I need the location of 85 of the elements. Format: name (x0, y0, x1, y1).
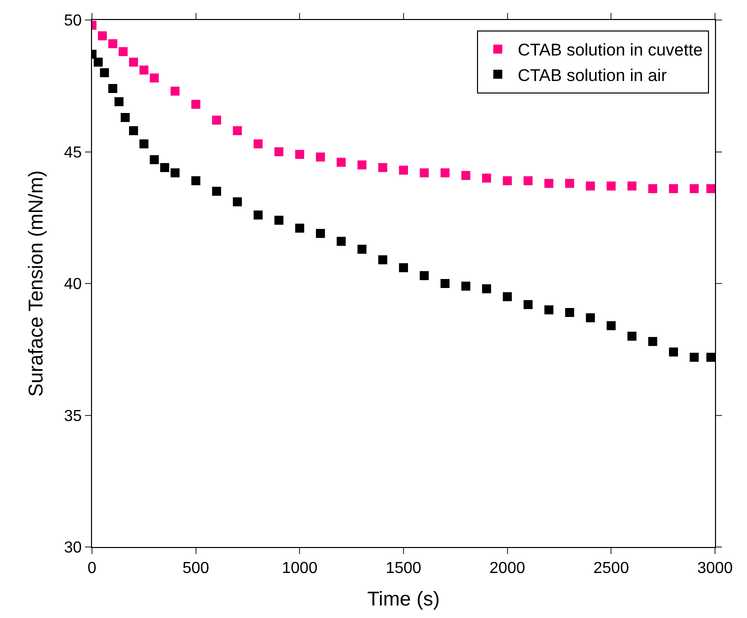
point (565, 308, 574, 317)
y-tick-label: 30 (64, 540, 82, 557)
point (378, 163, 388, 172)
point (191, 100, 200, 109)
point (254, 139, 263, 148)
point (336, 236, 346, 246)
point (544, 178, 554, 188)
x-tick-label: 500 (182, 560, 210, 578)
point (94, 58, 103, 67)
point (378, 255, 388, 264)
y-axis-title: Suraface Tension (mN/m) (26, 170, 48, 397)
point (706, 352, 715, 362)
point (357, 160, 366, 170)
point (336, 158, 346, 167)
x-tick-label: 2500 (593, 560, 630, 578)
y-tick-label: 45 (64, 144, 82, 162)
point (399, 263, 408, 272)
point (108, 84, 118, 94)
point (502, 292, 512, 302)
point (544, 305, 554, 314)
point (150, 73, 159, 82)
point (316, 228, 325, 238)
point (648, 184, 658, 194)
point (357, 244, 366, 254)
point (586, 182, 595, 190)
point (706, 184, 715, 194)
point (118, 47, 128, 56)
legend-label: CTAB solution in air (518, 66, 668, 85)
point (627, 332, 636, 341)
y-tick-label: 35 (64, 408, 82, 425)
point (440, 279, 450, 288)
point (690, 184, 699, 194)
point (274, 216, 284, 225)
point (129, 58, 138, 67)
point (170, 86, 180, 96)
y-tick-label: 40 (64, 276, 82, 294)
point (212, 186, 222, 196)
point (170, 168, 180, 178)
x-tick-label: 1500 (386, 560, 422, 578)
point (668, 348, 678, 357)
point (524, 300, 533, 310)
point (295, 150, 304, 159)
x-tick-label: 0 (88, 560, 97, 578)
point (139, 66, 148, 75)
point (160, 163, 170, 172)
point (482, 284, 492, 294)
point (232, 197, 242, 206)
x-axis-title: Time (s) (367, 588, 440, 611)
point (114, 97, 124, 106)
x-tick-label: 1000 (282, 560, 318, 578)
point (606, 321, 616, 330)
point (274, 147, 284, 156)
point (139, 139, 148, 148)
x-tick-label: 2000 (490, 560, 526, 578)
point (586, 313, 595, 322)
point (295, 224, 304, 233)
point (482, 174, 492, 183)
point (420, 271, 429, 280)
legend-label: CTAB solution in cuvette (518, 40, 703, 60)
point (690, 352, 699, 362)
point (98, 31, 107, 40)
point (212, 116, 222, 125)
point (120, 113, 130, 122)
x-tick-label: 3000 (697, 560, 733, 578)
point (316, 152, 325, 162)
point (399, 166, 408, 175)
point (648, 336, 658, 346)
y-tick-label: 50 (64, 12, 82, 30)
point (461, 170, 470, 180)
point (502, 176, 512, 186)
point (100, 68, 109, 78)
point (191, 176, 200, 186)
point (668, 184, 678, 194)
point (461, 282, 470, 291)
point (606, 182, 616, 190)
point (524, 176, 533, 186)
point (232, 126, 242, 136)
point (254, 210, 263, 220)
point (627, 182, 636, 190)
point (565, 178, 574, 188)
point (108, 39, 118, 48)
point (440, 168, 450, 178)
point (129, 126, 138, 136)
point (150, 155, 159, 164)
point (420, 168, 429, 178)
